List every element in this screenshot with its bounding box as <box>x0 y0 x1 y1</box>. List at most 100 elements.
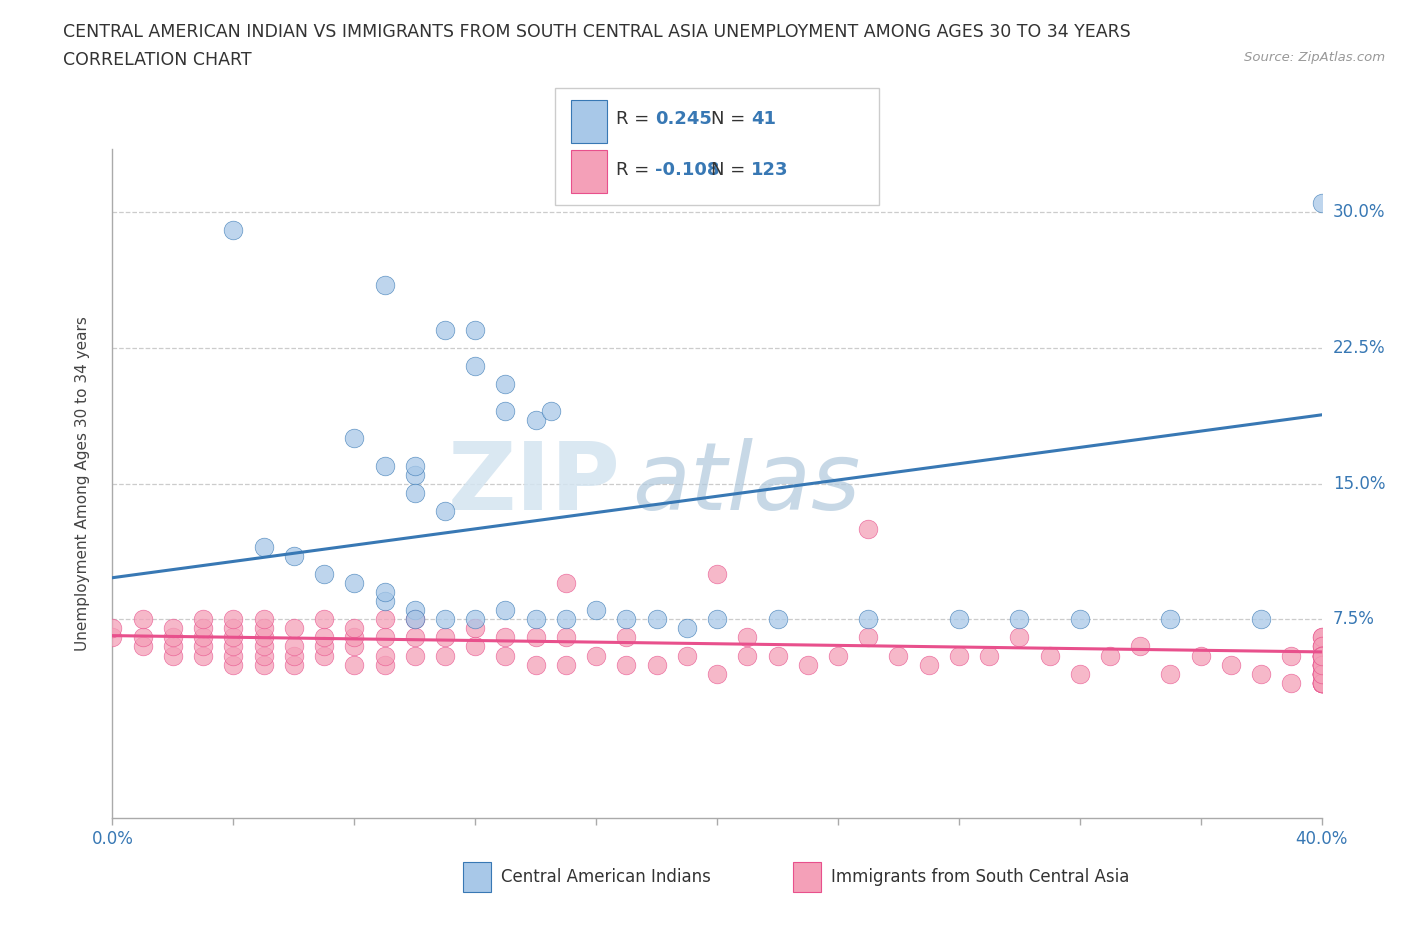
Point <box>132 639 155 654</box>
Text: atlas: atlas <box>633 438 860 529</box>
Point <box>314 639 336 654</box>
Text: CORRELATION CHART: CORRELATION CHART <box>63 51 252 69</box>
Point <box>253 658 276 672</box>
Point <box>343 630 366 644</box>
Point <box>1310 648 1333 663</box>
Point <box>1310 666 1333 681</box>
Point <box>495 377 517 392</box>
Point <box>404 458 426 473</box>
Point <box>1069 666 1091 681</box>
Point <box>1310 675 1333 690</box>
Point <box>645 612 668 627</box>
Point <box>645 658 668 672</box>
Text: 30.0%: 30.0% <box>1333 203 1385 221</box>
Point <box>1310 675 1333 690</box>
Point <box>343 431 366 445</box>
Point <box>796 658 818 672</box>
Point <box>222 223 245 238</box>
Point <box>132 630 155 644</box>
Point <box>374 612 396 627</box>
Point <box>827 648 849 663</box>
Point <box>887 648 910 663</box>
Point <box>495 603 517 618</box>
Point <box>1250 612 1272 627</box>
Point <box>706 566 728 581</box>
Point <box>1069 612 1091 627</box>
Text: R =: R = <box>616 110 655 127</box>
Point <box>554 658 576 672</box>
Text: 0.245: 0.245 <box>655 110 711 127</box>
Text: 123: 123 <box>751 161 789 179</box>
Point <box>283 648 305 663</box>
Point <box>162 630 184 644</box>
Text: ZIP: ZIP <box>447 438 620 529</box>
Point <box>1279 675 1302 690</box>
Point <box>433 503 456 518</box>
Point <box>222 621 245 636</box>
Point <box>404 467 426 482</box>
Point <box>585 603 607 618</box>
Point <box>162 621 184 636</box>
Point <box>283 658 305 672</box>
Point <box>1098 648 1121 663</box>
Point <box>1038 648 1062 663</box>
Point <box>1159 666 1181 681</box>
Point <box>766 612 789 627</box>
Point <box>404 630 426 644</box>
Point <box>1189 648 1212 663</box>
Point <box>977 648 1000 663</box>
Point <box>1310 675 1333 690</box>
Point <box>1310 675 1333 690</box>
Y-axis label: Unemployment Among Ages 30 to 34 years: Unemployment Among Ages 30 to 34 years <box>75 316 90 651</box>
Point <box>706 612 728 627</box>
Point <box>856 612 880 627</box>
Point <box>737 648 759 663</box>
Point <box>1310 658 1333 672</box>
Point <box>314 566 336 581</box>
Point <box>1310 666 1333 681</box>
Point <box>222 639 245 654</box>
Point <box>1310 195 1333 210</box>
Point <box>1310 658 1333 672</box>
Text: Central American Indians: Central American Indians <box>501 868 710 886</box>
Text: Source: ZipAtlas.com: Source: ZipAtlas.com <box>1244 51 1385 64</box>
Text: 41: 41 <box>751 110 776 127</box>
Point <box>1250 666 1272 681</box>
Point <box>374 593 396 608</box>
Point <box>404 485 426 500</box>
Point <box>404 612 426 627</box>
Point <box>253 639 276 654</box>
Point <box>1220 658 1243 672</box>
Point <box>253 630 276 644</box>
Point <box>1159 612 1181 627</box>
Point <box>162 639 184 654</box>
Point <box>1310 658 1333 672</box>
Point <box>918 658 941 672</box>
Point <box>1310 666 1333 681</box>
Text: Immigrants from South Central Asia: Immigrants from South Central Asia <box>831 868 1129 886</box>
Point <box>343 658 366 672</box>
Point <box>253 621 276 636</box>
Point <box>495 630 517 644</box>
Point <box>616 658 638 672</box>
Point <box>464 621 486 636</box>
Text: -0.108: -0.108 <box>655 161 720 179</box>
Point <box>433 630 456 644</box>
Point <box>1310 658 1333 672</box>
Point <box>464 359 486 374</box>
Point <box>1310 675 1333 690</box>
Point <box>1310 648 1333 663</box>
Point <box>132 612 155 627</box>
Point <box>737 630 759 644</box>
Point <box>222 630 245 644</box>
Point <box>524 612 547 627</box>
Point <box>1310 666 1333 681</box>
Text: 22.5%: 22.5% <box>1333 339 1385 357</box>
Point <box>464 323 486 338</box>
Point <box>524 658 547 672</box>
Point <box>433 612 456 627</box>
Point <box>554 612 576 627</box>
Point <box>433 323 456 338</box>
Point <box>495 648 517 663</box>
Point <box>766 648 789 663</box>
